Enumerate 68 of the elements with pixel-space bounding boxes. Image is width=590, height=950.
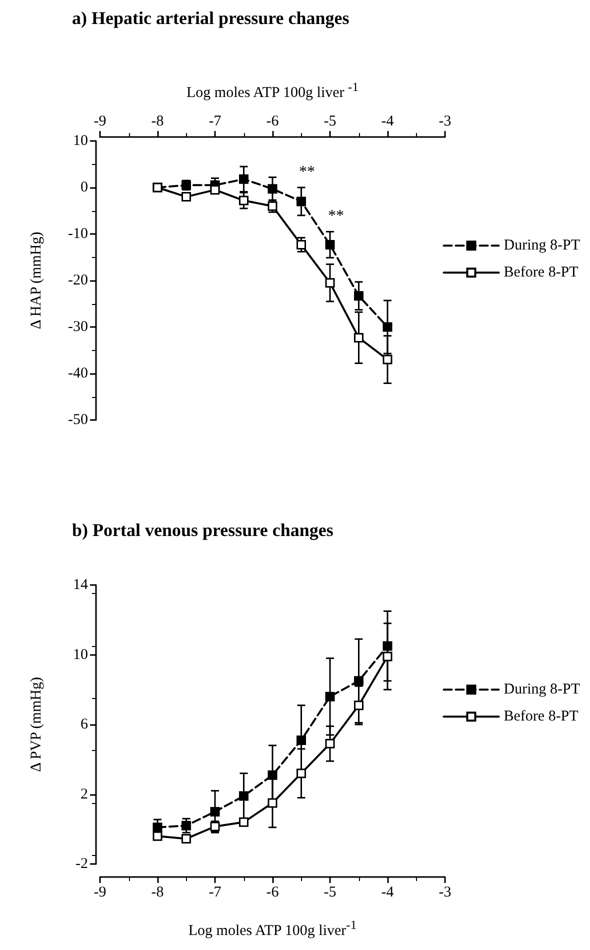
- x-tick-label: -6: [266, 884, 280, 900]
- point: [239, 174, 248, 184]
- point: [268, 798, 278, 808]
- point: [210, 185, 220, 195]
- x-tick-label: -5: [324, 114, 336, 130]
- y-tick-label: 10: [73, 646, 88, 663]
- y-tick-label: -40: [68, 366, 88, 382]
- point: [182, 820, 191, 830]
- y-tick-label: -50: [68, 412, 88, 428]
- point: [382, 322, 392, 332]
- point: [296, 768, 306, 778]
- x-tick-label: -9: [94, 884, 106, 900]
- point: [325, 240, 335, 250]
- point: [239, 196, 248, 206]
- point: [325, 692, 335, 702]
- point: [354, 700, 364, 710]
- point: [354, 332, 364, 342]
- y-tick-label: 14: [73, 577, 88, 593]
- point: [354, 676, 364, 686]
- x-tick-label: -3: [438, 114, 452, 130]
- legend-label: Before 8-PT: [504, 708, 578, 725]
- x-tick-label: -4: [381, 114, 394, 130]
- point: [268, 770, 278, 780]
- point: [182, 192, 191, 202]
- y-tick-label: 10: [73, 133, 88, 149]
- x-axis-title: Log moles ATP 100g liver $^{-1}$: [186, 80, 360, 102]
- point: [382, 652, 392, 662]
- y-tick-label: -2: [76, 856, 88, 872]
- x-tick-label: -7: [208, 884, 222, 900]
- legend-label: Before 8-PT: [504, 264, 578, 281]
- point: [325, 738, 335, 748]
- y-tick-label: 2: [80, 786, 88, 802]
- x-tick-label: -3: [438, 884, 452, 900]
- y-tick-label: -30: [68, 319, 88, 335]
- x-tick-label: -8: [151, 884, 164, 900]
- point: [325, 278, 335, 288]
- annotation: **: [299, 164, 315, 180]
- point: [239, 817, 248, 827]
- x-tick-label: -9: [94, 114, 106, 130]
- point: [152, 822, 162, 832]
- chart-title: b) Portal venous pressure changes: [72, 520, 334, 541]
- legend-label: During 8-PT: [504, 238, 580, 254]
- legend-label: During 8-PT: [504, 682, 580, 698]
- y-axis-title: Δ PVP (mmHg): [28, 677, 44, 772]
- x-tick-label: -8: [151, 114, 164, 130]
- point: [382, 354, 392, 364]
- point: [354, 291, 364, 301]
- y-tick-label: 6: [80, 716, 88, 732]
- x-tick-label: -5: [324, 884, 336, 900]
- point: [152, 831, 162, 841]
- x-tick-label: -7: [208, 114, 222, 130]
- point: [268, 184, 278, 194]
- y-axis-title: Δ HAP (mmHg): [28, 232, 44, 330]
- point: [296, 735, 306, 745]
- annotation: **: [328, 208, 344, 224]
- point: [239, 791, 248, 801]
- point: [182, 834, 191, 844]
- y-tick-label: -20: [68, 272, 88, 288]
- point: [296, 240, 306, 250]
- x-tick-label: -4: [381, 884, 394, 900]
- x-tick-label: -6: [266, 114, 280, 130]
- x-axis-title: Log moles ATP 100g liver$^{-1}$: [187, 918, 358, 940]
- chart-title: a) Hepatic arterial pressure changes: [72, 8, 350, 29]
- point: [210, 806, 220, 816]
- point: [382, 641, 392, 651]
- y-tick-label: -10: [68, 226, 88, 242]
- point: [296, 196, 306, 206]
- y-tick-label: 0: [80, 180, 88, 196]
